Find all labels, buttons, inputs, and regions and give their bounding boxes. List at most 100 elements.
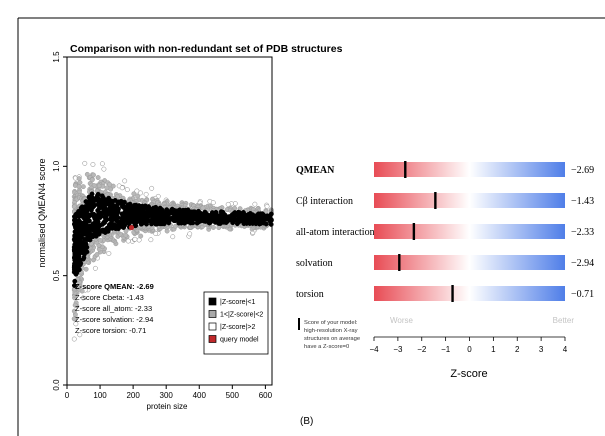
note-line-0: Score of your model: xyxy=(304,320,358,326)
reference-point-17 xyxy=(92,265,98,271)
reference-point-1474 xyxy=(257,215,263,221)
reference-point-1495 xyxy=(202,214,208,220)
z-score-summary: Z-score QMEAN: -2.69 Z-score Cbeta: -1.43… xyxy=(75,282,154,335)
scatter-x-axis-label: protein size xyxy=(147,402,188,411)
reference-point-11 xyxy=(252,201,258,207)
z-row-marker-0 xyxy=(404,161,407,178)
x-tick-label-4: 400 xyxy=(193,391,207,400)
reference-point-185 xyxy=(104,185,110,191)
reference-point-28 xyxy=(80,295,86,301)
reference-point-141 xyxy=(80,184,86,190)
z-row-label-0: QMEAN xyxy=(296,165,335,176)
z-tick-label-3: −1 xyxy=(441,345,451,354)
reference-point-29 xyxy=(73,321,79,327)
legend-swatch-2 xyxy=(208,322,217,331)
z-tick-label-0: −4 xyxy=(369,345,379,354)
reference-point-225 xyxy=(200,205,206,211)
z-tick-label-7: 3 xyxy=(539,345,544,354)
x-tick-label-0: 0 xyxy=(65,391,70,400)
z-row-label-4: torsion xyxy=(296,289,324,300)
reference-point-5 xyxy=(122,178,128,184)
reference-point-36 xyxy=(132,236,138,242)
reference-structures-cloud xyxy=(71,160,274,342)
better-label: Better xyxy=(553,316,575,325)
z-score-line-1: Z-score Cbeta: -1.43 xyxy=(75,293,144,302)
reference-point-1310 xyxy=(268,217,274,223)
z-row-gradient-bar-0 xyxy=(374,162,565,177)
reference-point-37 xyxy=(90,162,96,167)
reference-point-98 xyxy=(95,175,101,180)
reference-point-1494 xyxy=(243,215,249,221)
reference-point-1496 xyxy=(134,212,140,218)
z-tick-label-2: −2 xyxy=(417,345,427,354)
z-row-marker-2 xyxy=(412,223,416,240)
reference-point-1486 xyxy=(160,213,166,219)
reference-point-1477 xyxy=(109,212,115,218)
reference-point-181 xyxy=(83,266,89,272)
z-row-value-2: −2.33 xyxy=(571,227,594,238)
reference-point-125 xyxy=(210,224,216,230)
z-tick-label-6: 2 xyxy=(515,345,520,354)
z-score-line-0: Z-score QMEAN: -2.69 xyxy=(75,282,154,291)
legend-label-0: |Z-score|<1 xyxy=(220,299,255,306)
z-tick-label-5: 1 xyxy=(491,345,496,354)
z-tick-label-8: 4 xyxy=(563,345,568,354)
z-score-note: Score of your model: high-resolution X-ra… xyxy=(304,320,360,350)
reference-point-1499 xyxy=(104,212,110,218)
worse-label: Worse xyxy=(390,316,414,325)
z-row-gradient-bar-1 xyxy=(374,193,565,208)
z-row-value-0: −2.69 xyxy=(571,165,594,176)
reference-point-1490 xyxy=(149,213,155,219)
reference-point-1393 xyxy=(173,214,179,220)
z-row-marker-3 xyxy=(398,254,401,271)
reference-point-9 xyxy=(187,231,193,237)
z-score-rows: QMEAN −2.69 Cβ interaction −1.43 all-atom in… xyxy=(296,161,594,302)
z-score-axis-label: Z-score xyxy=(450,368,487,380)
reference-point-0 xyxy=(149,185,155,191)
legend-label-2: |Z-score|>2 xyxy=(220,324,255,331)
reference-point-589 xyxy=(72,278,78,284)
reference-point-1459 xyxy=(196,214,202,220)
z-row-value-3: −2.94 xyxy=(571,258,594,269)
y-tick-label-1: 0.5 xyxy=(52,270,61,282)
reference-point-79 xyxy=(94,252,100,257)
z-tick-label-4: 0 xyxy=(467,345,472,354)
reference-point-25 xyxy=(225,201,231,207)
reference-point-1487 xyxy=(91,211,97,217)
scatter-title: Comparison with non-redundant set of PDB… xyxy=(70,43,343,55)
reference-point-6 xyxy=(148,237,154,243)
note-line-2: structures on average xyxy=(304,336,360,342)
reference-point-1460 xyxy=(210,215,216,220)
legend-swatch-0 xyxy=(208,297,217,306)
reference-point-1497 xyxy=(74,244,80,250)
note-line-1: high-resolution X-ray xyxy=(304,328,358,334)
z-tick-label-1: −3 xyxy=(393,345,403,354)
reference-point-1454 xyxy=(130,213,136,219)
z-row-marker-4 xyxy=(451,285,454,302)
reference-point-149 xyxy=(72,302,78,308)
reference-point-43 xyxy=(124,187,130,193)
reference-point-1498 xyxy=(97,212,103,217)
note-marker xyxy=(298,318,300,330)
legend-swatch-3 xyxy=(208,335,217,343)
scatter-y-axis-label: normalised QMEAN4 score xyxy=(37,158,47,267)
z-score-panel: QMEAN −2.69 Cβ interaction −1.43 all-atom in… xyxy=(296,161,594,427)
legend-label-1: 1<|Z-score|<2 xyxy=(220,312,263,319)
query-model-point xyxy=(128,224,135,231)
z-score-line-3: Z-score solvation: -2.94 xyxy=(75,315,153,324)
x-tick-label-3: 300 xyxy=(160,391,174,400)
reference-point-88 xyxy=(107,182,113,187)
z-row-label-3: solvation xyxy=(296,258,333,269)
reference-point-14 xyxy=(71,336,77,342)
reference-point-54 xyxy=(76,176,82,182)
reference-point-16 xyxy=(101,166,107,172)
reference-point-67 xyxy=(131,191,137,197)
qmean-scatter-panel: Comparison with non-redundant set of PDB… xyxy=(37,43,343,411)
reference-point-1471 xyxy=(215,214,221,220)
scatter-plot-frame xyxy=(66,56,273,386)
reference-point-19 xyxy=(82,160,88,166)
reference-point-537 xyxy=(89,191,95,197)
z-row-value-4: −0.71 xyxy=(571,289,594,300)
reference-point-3 xyxy=(170,234,176,240)
